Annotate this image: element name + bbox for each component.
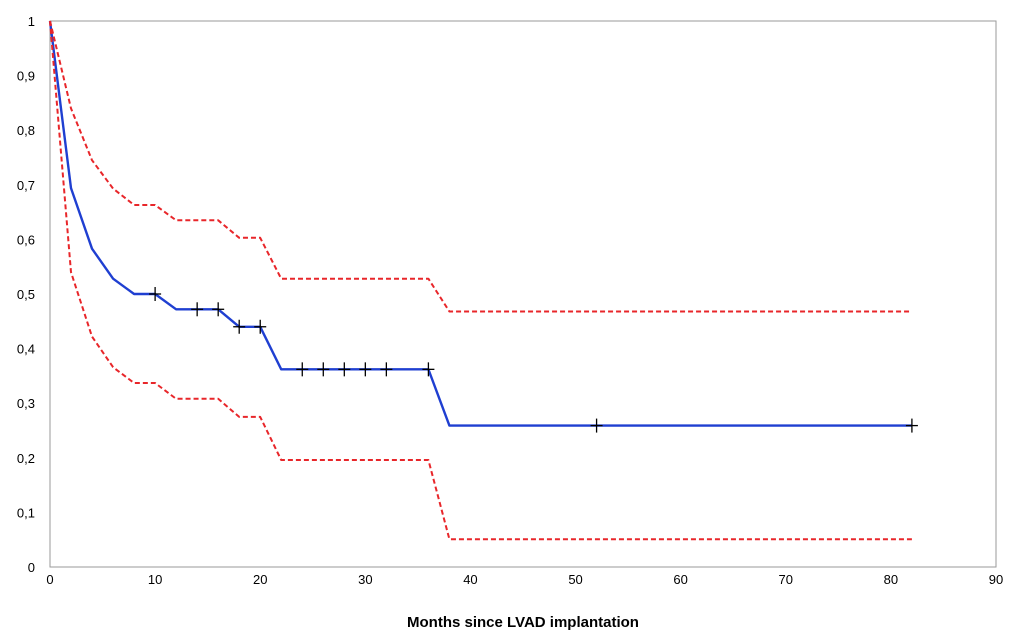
censor-mark bbox=[296, 362, 309, 377]
survival-line bbox=[48, 20, 912, 427]
censor-mark bbox=[590, 418, 603, 433]
x-axis-title: Months since LVAD implantation bbox=[407, 614, 639, 631]
censor-mark bbox=[254, 319, 267, 334]
x-tick-label: 30 bbox=[358, 572, 372, 587]
x-tick-label: 50 bbox=[568, 572, 582, 587]
y-tick-label: 0 bbox=[28, 560, 35, 575]
y-tick-label: 0,8 bbox=[17, 123, 35, 138]
y-tick-label: 0,9 bbox=[17, 69, 35, 84]
y-tick-label: 0,7 bbox=[17, 178, 35, 193]
censor-marks bbox=[149, 287, 918, 433]
censor-mark bbox=[191, 302, 204, 317]
y-tick-label: 0,5 bbox=[17, 287, 35, 302]
upper-bound-line bbox=[49, 20, 912, 313]
y-tick-label: 0,1 bbox=[17, 505, 35, 520]
censor-mark bbox=[422, 362, 435, 377]
censor-mark bbox=[149, 287, 162, 301]
censor-mark bbox=[380, 362, 393, 377]
x-tick-label: 10 bbox=[148, 572, 162, 587]
censor-mark bbox=[905, 418, 918, 433]
y-tick-label: 0,6 bbox=[17, 232, 35, 247]
y-tick-label: 1 bbox=[28, 14, 35, 29]
y-tick-label: 0,3 bbox=[17, 396, 35, 411]
censor-mark bbox=[212, 302, 225, 317]
y-tick-label: 0,2 bbox=[17, 451, 35, 466]
x-tick-label: 40 bbox=[463, 572, 477, 587]
x-tick-label: 70 bbox=[779, 572, 793, 587]
series-layer bbox=[48, 20, 912, 541]
x-tick-label: 60 bbox=[673, 572, 687, 587]
plot-frame bbox=[49, 20, 997, 568]
lower-bound-line bbox=[49, 20, 912, 541]
censor-mark bbox=[233, 319, 246, 334]
censor-mark bbox=[359, 362, 372, 377]
x-tick-label: 80 bbox=[884, 572, 898, 587]
axes-layer: 0 10 20 30 40 50 60 70 80 90 0 0,1 0,2 0,3 0,4 0,5 0,6 0,… bbox=[17, 14, 1003, 587]
censor-mark bbox=[338, 362, 351, 377]
y-tick-label: 0,4 bbox=[17, 342, 35, 357]
x-tick-label: 20 bbox=[253, 572, 267, 587]
x-tick-label: 0 bbox=[46, 572, 53, 587]
x-tick-label: 90 bbox=[989, 572, 1003, 587]
censor-mark bbox=[317, 362, 330, 377]
